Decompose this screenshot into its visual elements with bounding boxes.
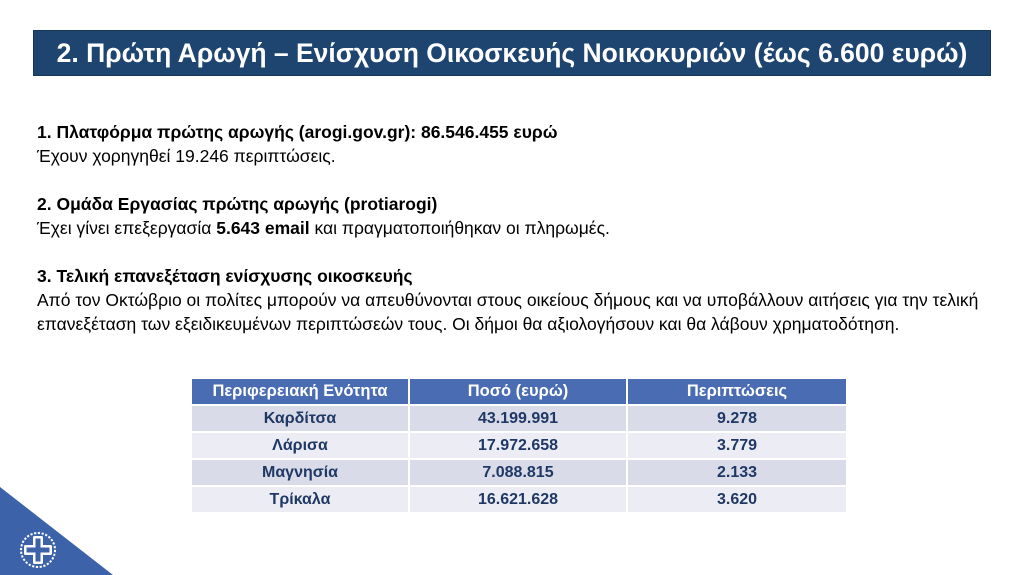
- section-heading: 2. Ομάδα Εργασίας πρώτης αρωγής (protiar…: [37, 194, 438, 214]
- cell-cases: 9.278: [628, 406, 846, 431]
- section-final-review: 3. Τελική επανεξέταση ενίσχυσης οικοσκευ…: [37, 264, 999, 336]
- section-body: Έχουν χορηγηθεί 19.246 περιπτώσεις.: [37, 144, 999, 168]
- cell-amount: 43.199.991: [410, 406, 626, 431]
- table-header-row: Περιφερειακή Ενότητα Ποσό (ευρώ) Περιπτώ…: [192, 379, 846, 404]
- section-arogi-platform: 1. Πλατφόρμα πρώτης αρωγής (arogi.gov.gr…: [37, 120, 999, 168]
- section-working-group: 2. Ομάδα Εργασίας πρώτης αρωγής (protiar…: [37, 192, 999, 240]
- column-header-cases: Περιπτώσεις: [628, 379, 846, 404]
- cell-cases: 3.620: [628, 487, 846, 512]
- cell-region: Λάρισα: [192, 433, 408, 458]
- section-body: Από τον Οκτώβριο οι πολίτες μπορούν να α…: [37, 288, 999, 336]
- cell-cases: 3.779: [628, 433, 846, 458]
- cell-amount: 16.621.628: [410, 487, 626, 512]
- corner-triangle-decoration: [0, 487, 113, 575]
- section-heading: 1. Πλατφόρμα πρώτης αρωγής (arogi.gov.gr…: [37, 122, 558, 142]
- table-row: Μαγνησία 7.088.815 2.133: [192, 460, 846, 485]
- table-row: Καρδίτσα 43.199.991 9.278: [192, 406, 846, 431]
- regional-aid-table: Περιφερειακή Ενότητα Ποσό (ευρώ) Περιπτώ…: [190, 377, 848, 514]
- table-row: Λάρισα 17.972.658 3.779: [192, 433, 846, 458]
- cell-amount: 17.972.658: [410, 433, 626, 458]
- hellenic-republic-emblem-icon: [20, 532, 56, 568]
- slide-title: 2. Πρώτη Αρωγή – Ενίσχυση Οικοσκευής Νοι…: [56, 37, 968, 68]
- cell-cases: 2.133: [628, 460, 846, 485]
- body-text: Έχουν χορηγηθεί 19.246 περιπτώσεις.: [37, 146, 336, 166]
- cell-region: Καρδίτσα: [192, 406, 408, 431]
- cell-region: Τρίκαλα: [192, 487, 408, 512]
- slide-body: 1. Πλατφόρμα πρώτης αρωγής (arogi.gov.gr…: [37, 120, 999, 360]
- body-text: και πραγματοποιήθηκαν οι πληρωμές.: [309, 218, 610, 238]
- column-header-amount: Ποσό (ευρώ): [410, 379, 626, 404]
- table-row: Τρίκαλα 16.621.628 3.620: [192, 487, 846, 512]
- body-text: Από τον Οκτώβριο οι πολίτες μπορούν να α…: [37, 290, 979, 334]
- column-header-region: Περιφερειακή Ενότητα: [192, 379, 408, 404]
- cell-region: Μαγνησία: [192, 460, 408, 485]
- slide-title-bar: 2. Πρώτη Αρωγή – Ενίσχυση Οικοσκευής Νοι…: [33, 30, 991, 76]
- table-header: Περιφερειακή Ενότητα Ποσό (ευρώ) Περιπτώ…: [192, 379, 846, 404]
- cell-amount: 7.088.815: [410, 460, 626, 485]
- body-text-bold: 5.643 email: [216, 218, 310, 238]
- body-text: Έχει γίνει επεξεργασία: [37, 218, 217, 238]
- section-heading: 3. Τελική επανεξέταση ενίσχυσης οικοσκευ…: [37, 266, 413, 286]
- table-body: Καρδίτσα 43.199.991 9.278 Λάρισα 17.972.…: [192, 406, 846, 512]
- section-body: Έχει γίνει επεξεργασία 5.643 email και π…: [37, 216, 999, 240]
